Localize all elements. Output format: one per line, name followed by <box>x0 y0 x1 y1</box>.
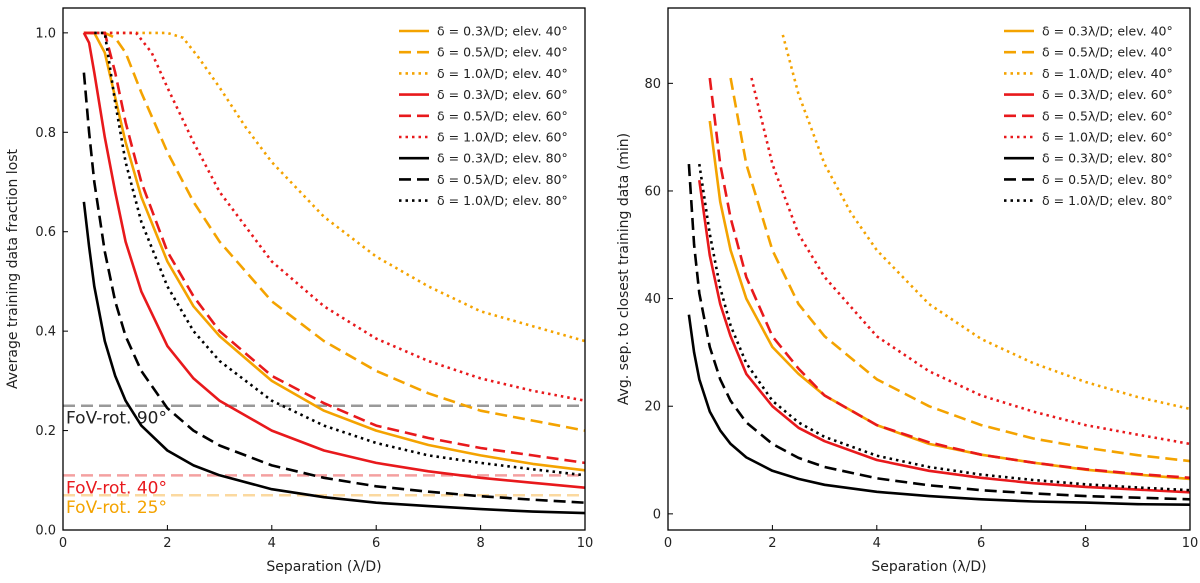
legend-entry: δ = 0.5λ/D; elev. 40° <box>437 45 568 60</box>
x-axis-label: Separation (λ/D) <box>266 559 381 575</box>
x-tick-label: 2 <box>768 536 776 551</box>
x-axis-label: Separation (λ/D) <box>871 559 986 575</box>
right-panel: 0 2 4 6 8 10 0 20 40 60 80 Separation (λ/D) Avg. sep… <box>616 7 1199 575</box>
series-line-7 <box>82 72 585 504</box>
left-plot-frame <box>62 7 586 531</box>
x-tick-label: 0 <box>664 536 672 551</box>
fov-label-2: FoV-rot. 25° <box>66 498 167 518</box>
x-tick-label: 2 <box>163 536 171 551</box>
right-plot-frame <box>667 7 1191 531</box>
series-line-6 <box>687 314 1190 506</box>
legend-entry: δ = 1.0λ/D; elev. 60° <box>1042 130 1173 145</box>
x-tick-label: 0 <box>59 536 67 551</box>
series-line-5 <box>750 77 1190 446</box>
y-axis-label: Avg. sep. to closest training data (min) <box>616 133 632 405</box>
series-line-2 <box>83 31 585 343</box>
legend-entry: δ = 1.0λ/D; elev. 40° <box>1042 66 1173 81</box>
series-line-2 <box>781 34 1190 411</box>
y-tick-label: 80 <box>644 77 661 92</box>
legend-entry: δ = 0.3λ/D; elev. 40° <box>437 24 568 39</box>
series-line-4 <box>83 31 585 465</box>
legend-entry: δ = 0.3λ/D; elev. 60° <box>437 87 568 102</box>
legend-entry: δ = 0.5λ/D; elev. 80° <box>437 172 568 187</box>
legend-entry: δ = 0.5λ/D; elev. 40° <box>1042 45 1173 60</box>
x-tick-label: 4 <box>873 536 881 551</box>
legend-entry: δ = 0.5λ/D; elev. 60° <box>1042 108 1173 123</box>
series-line-6 <box>82 201 585 515</box>
legend-entry: δ = 0.3λ/D; elev. 60° <box>1042 87 1173 102</box>
legend-entry: δ = 1.0λ/D; elev. 40° <box>437 66 568 81</box>
series-line-8 <box>698 163 1190 492</box>
series-line-3 <box>82 32 585 489</box>
series-line-3 <box>698 180 1190 494</box>
legend-entry: δ = 0.3λ/D; elev. 80° <box>1042 151 1173 166</box>
fov-label-1: FoV-rot. 40° <box>66 478 167 498</box>
y-tick-label: 1.0 <box>35 26 56 41</box>
series-line-1 <box>729 77 1190 463</box>
y-tick-label: 0.0 <box>35 524 56 539</box>
y-tick-label: 0.2 <box>35 424 56 439</box>
left-panel: FoV-rot. 90° FoV-rot. 40°FoV-rot. 25° 0 2 4 6… <box>5 7 594 575</box>
y-tick-label: 60 <box>644 184 661 199</box>
series-line-1 <box>83 31 585 432</box>
y-tick-label: 20 <box>644 400 661 415</box>
y-tick-label: 40 <box>644 292 661 307</box>
legend-entry: δ = 0.5λ/D; elev. 80° <box>1042 172 1173 187</box>
legend-entry: δ = 0.3λ/D; elev. 80° <box>437 151 568 166</box>
legend-entry: δ = 1.0λ/D; elev. 80° <box>1042 193 1173 208</box>
series-line-4 <box>708 77 1190 480</box>
legend-entry: δ = 0.5λ/D; elev. 60° <box>437 108 568 123</box>
fov-label-0: FoV-rot. 90° <box>66 409 167 429</box>
y-tick-label: 0.8 <box>35 126 56 141</box>
x-tick-label: 8 <box>1081 536 1089 551</box>
legend-entry: δ = 1.0λ/D; elev. 80° <box>437 193 568 208</box>
x-tick-label: 6 <box>372 536 380 551</box>
legend-entry: δ = 0.3λ/D; elev. 40° <box>1042 24 1173 39</box>
y-axis-label: Average training data fraction lost <box>5 148 21 389</box>
y-tick-label: 0.4 <box>35 325 56 340</box>
legend: δ = 0.3λ/D; elev. 40° δ = 0.5λ/D; elev. 4… <box>1004 24 1173 208</box>
series-line-7 <box>687 164 1190 501</box>
x-tick-label: 4 <box>268 536 276 551</box>
y-tick-label: 0.6 <box>35 225 56 240</box>
series-line-0 <box>708 120 1190 481</box>
legend-entry: δ = 1.0λ/D; elev. 60° <box>437 130 568 145</box>
legend: δ = 0.3λ/D; elev. 40° δ = 0.5λ/D; elev. 4… <box>399 24 568 208</box>
series-line-8 <box>94 31 585 477</box>
x-tick-label: 10 <box>577 536 594 551</box>
x-tick-label: 10 <box>1182 536 1199 551</box>
x-tick-label: 6 <box>977 536 985 551</box>
x-tick-label: 8 <box>476 536 484 551</box>
y-tick-label: 0 <box>653 507 661 522</box>
